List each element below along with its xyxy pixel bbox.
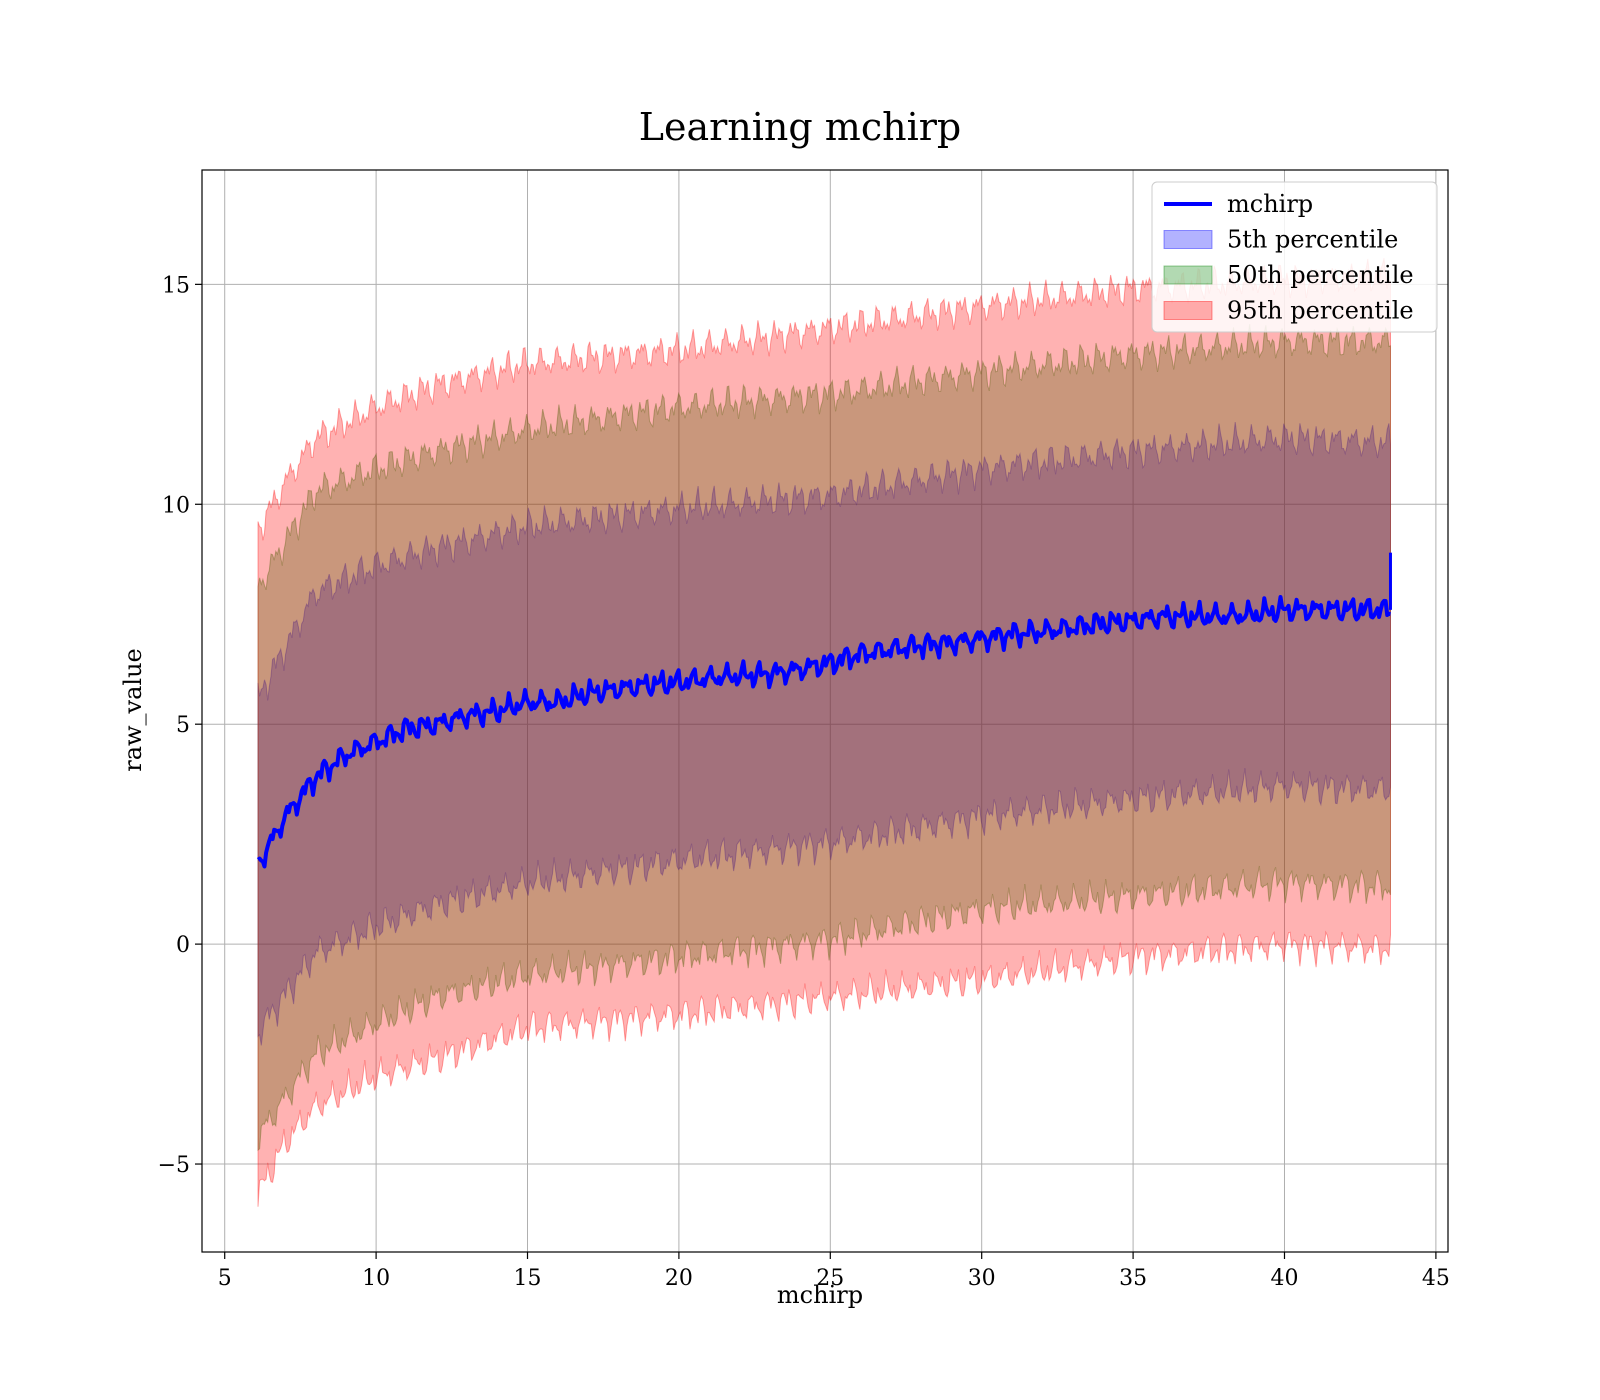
x-tick-label: 45 <box>1422 1266 1450 1291</box>
legend: mchirp 5th percentile 50th percentile 95th … <box>1151 181 1438 333</box>
band-95th-percentile <box>257 257 1391 1207</box>
legend-swatch-patch <box>1163 265 1213 285</box>
legend-item: mchirp <box>1164 190 1313 218</box>
legend-label: mchirp <box>1227 190 1313 218</box>
legend-item: 50th percentile <box>1163 261 1414 289</box>
x-tick-label: 40 <box>1270 1266 1298 1291</box>
y-tick-label: 0 <box>176 933 190 958</box>
legend-item: 95th percentile <box>1163 297 1414 325</box>
median-line-group <box>256 552 1392 869</box>
band-50th-percentile <box>257 324 1391 1152</box>
legend-swatch-patch <box>1163 301 1213 320</box>
percentile-bands <box>257 257 1391 1207</box>
x-tick-label: 25 <box>816 1266 844 1291</box>
plot-frame <box>201 169 1449 1253</box>
legend-label: 50th percentile <box>1227 261 1414 289</box>
x-tick-label: 20 <box>665 1266 693 1291</box>
legend-label: 5th percentile <box>1227 226 1398 254</box>
x-tick-label: 15 <box>514 1266 542 1291</box>
y-tick-label: −5 <box>158 1153 190 1178</box>
y-axis-ticks: −5 0 5 10 15 <box>158 273 202 1178</box>
legend-label: 95th percentile <box>1227 297 1414 325</box>
y-axis-label: raw_value <box>119 648 147 772</box>
y-tick-label: 15 <box>162 273 190 298</box>
x-axis-ticks: 5 10 15 20 25 30 35 40 45 <box>218 1252 1450 1291</box>
legend-swatch-patch <box>1163 230 1213 249</box>
y-tick-label: 5 <box>176 713 190 738</box>
x-tick-label: 5 <box>218 1266 232 1291</box>
legend-box <box>1151 181 1438 333</box>
x-tick-label: 35 <box>1119 1266 1147 1291</box>
x-axis-label: mchirp <box>777 1281 863 1309</box>
band-5th-percentile <box>257 422 1391 1046</box>
y-tick-label: 10 <box>162 493 190 518</box>
chart-title: Learning mchirp <box>639 105 961 149</box>
median-line <box>256 595 1391 869</box>
x-tick-label: 30 <box>968 1266 996 1291</box>
x-tick-label: 10 <box>362 1266 390 1291</box>
legend-item: 5th percentile <box>1163 226 1398 254</box>
